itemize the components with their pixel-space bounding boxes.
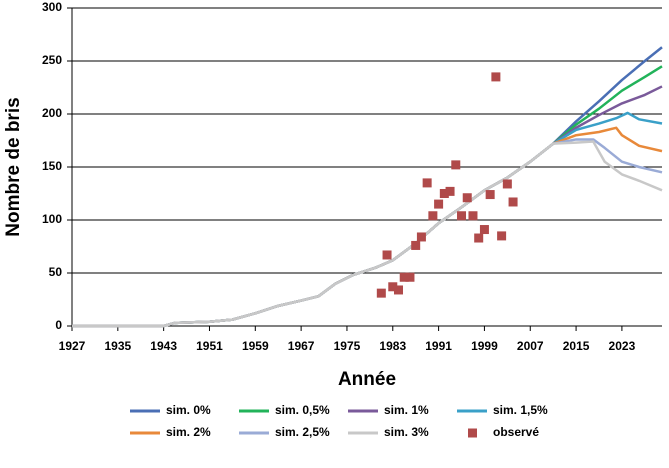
scatter-point (416, 232, 426, 242)
x-tick-label: 1999 (471, 339, 498, 353)
y-tick-label: 0 (55, 318, 62, 332)
scatter-point (434, 199, 444, 209)
x-tick-label: 1983 (379, 339, 406, 353)
x-axis-title: Année (338, 369, 396, 390)
legend-label: observé (493, 425, 539, 439)
scatter-point (394, 285, 404, 295)
legend-label: sim. 1,5% (493, 403, 548, 417)
legend-label: sim. 1% (384, 403, 429, 417)
scatter-point (462, 193, 472, 203)
scatter-point (422, 178, 432, 188)
scatter-point (457, 211, 467, 221)
scatter-point (474, 233, 484, 243)
scatter-point (485, 190, 495, 200)
scatter-point (439, 189, 449, 198)
x-tick-label: 1967 (288, 339, 315, 353)
scatter-point (451, 160, 461, 170)
scatter-point (491, 72, 501, 82)
y-tick-label: 150 (42, 159, 62, 173)
legend-marker (468, 428, 477, 438)
x-tick-label: 2015 (563, 339, 590, 353)
legend: sim. 0% sim. 0,5% sim. 1% sim. 1,5% sim. 2% s… (130, 403, 548, 439)
scatter-point (502, 179, 512, 189)
x-tick-label: 2023 (609, 339, 636, 353)
x-tick-label: 1943 (150, 339, 177, 353)
scatter-point (468, 211, 478, 221)
scatter-point (382, 250, 392, 260)
line-series (72, 126, 663, 328)
line-series (72, 111, 663, 328)
scatter-point (508, 197, 518, 207)
x-tick-label: 1991 (425, 339, 452, 353)
scatter-point (479, 225, 489, 235)
legend-label: sim. 0% (166, 403, 211, 417)
x-tick-label: 1975 (334, 339, 361, 353)
scatter-point (399, 272, 409, 282)
y-tick-label: 200 (42, 106, 62, 120)
y-axis-title: Nombre de bris (3, 97, 24, 236)
x-tick-label: 1927 (59, 339, 86, 353)
line-series (72, 140, 663, 328)
scatter-point (428, 211, 438, 221)
x-tick-label: 1959 (242, 339, 269, 353)
scatter-point (411, 240, 421, 250)
y-tick-label: 100 (42, 212, 62, 226)
scatter-point (376, 288, 386, 298)
x-tick-label: 2007 (517, 339, 544, 353)
x-tick-label: 1935 (104, 339, 131, 353)
legend-label: sim. 2,5% (275, 425, 330, 439)
x-tick-label: 1951 (196, 339, 223, 353)
legend-label: sim. 2% (166, 425, 211, 439)
scatter-point (445, 186, 455, 196)
line-series (72, 65, 663, 328)
line-series (72, 46, 663, 328)
y-tick-label: 50 (49, 265, 63, 279)
scatter-point (405, 272, 415, 282)
scatter-point (388, 282, 398, 292)
y-tick-label: 300 (42, 0, 62, 14)
y-tick-label: 250 (42, 53, 62, 67)
legend-label: sim. 0,5% (275, 403, 330, 417)
scatter-point (497, 231, 507, 241)
legend-label: sim. 3% (384, 425, 429, 439)
